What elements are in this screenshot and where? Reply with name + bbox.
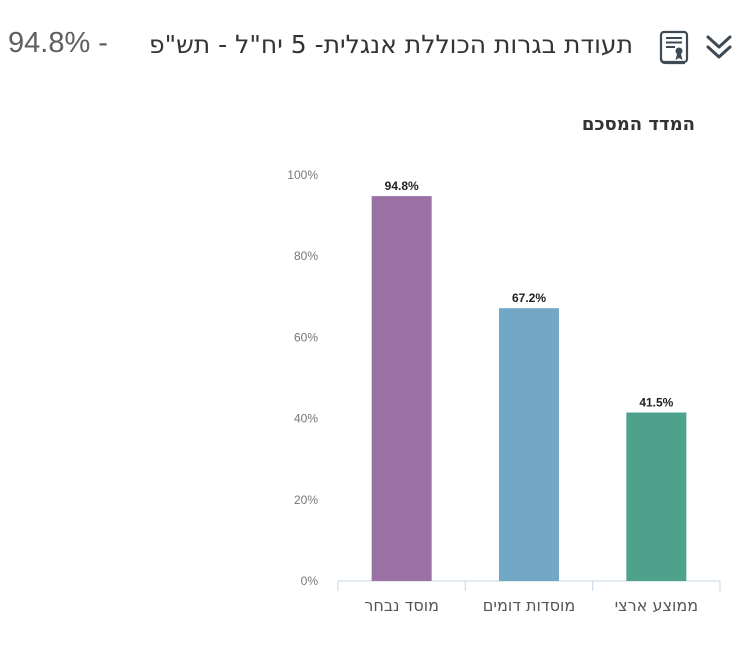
title-percentage: 94.8% - [8,27,108,59]
certificate-scroll-icon [659,30,689,65]
page-title: תעודת בגרות הכוללת אנגלית- 5 יח"ל - תש"פ [148,30,633,59]
chevron-double-down-icon[interactable] [702,30,736,64]
y-tick-label: 60% [294,330,318,344]
data-label: 94.8% [385,179,419,193]
chart-title: המדד המסכם [581,114,695,135]
data-label: 67.2% [512,291,546,305]
bar [626,412,687,581]
bar [499,308,559,581]
x-category-label: מוסד נבחר [364,596,439,615]
header: 94.8% - תעודת בגרות הכוללת אנגלית- 5 יח"… [0,0,753,100]
y-tick-label: 100% [287,168,318,182]
y-tick-label: 20% [294,493,318,507]
data-label: 41.5% [639,396,673,410]
bar [371,196,432,581]
x-category-label: מוסדות דומים [483,596,575,615]
y-tick-label: 0% [301,574,319,588]
y-tick-label: 80% [294,249,318,263]
x-category-label: ממוצע ארצי [615,596,698,615]
y-tick-label: 40% [294,412,318,426]
